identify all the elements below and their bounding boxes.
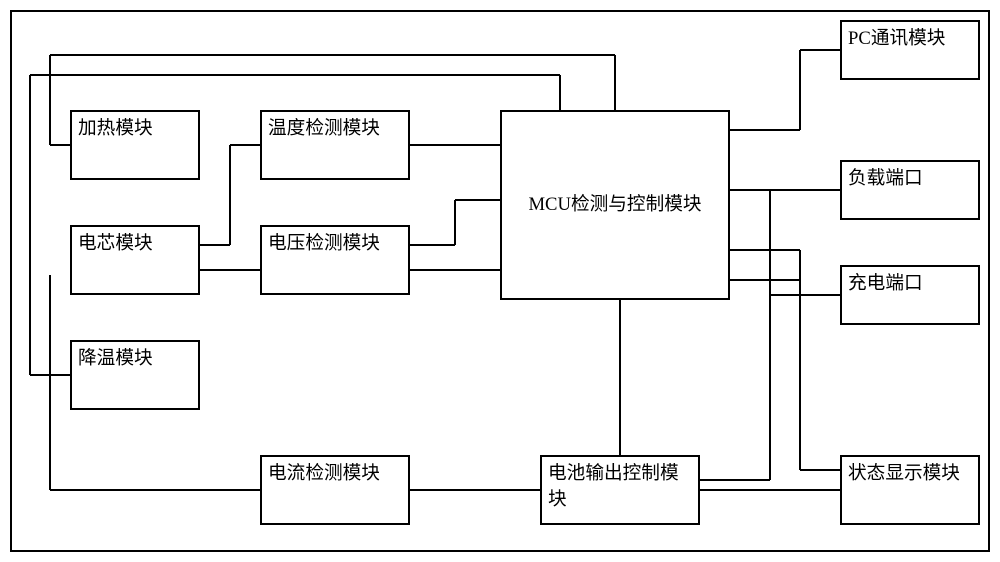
node-label: 负载端口 <box>848 166 923 192</box>
node-label: 电流检测模块 <box>268 461 380 487</box>
node-label: 电池输出控制模块 <box>548 461 692 513</box>
node-label: 电压检测模块 <box>268 231 380 257</box>
node-label: 充电端口 <box>848 271 923 297</box>
node-status_disp: 状态显示模块 <box>840 455 980 525</box>
node-label: 加热模块 <box>78 116 153 142</box>
node-curr_detect: 电流检测模块 <box>260 455 410 525</box>
node-label: 降温模块 <box>78 346 153 372</box>
node-mcu: MCU检测与控制模块 <box>500 110 730 300</box>
node-volt_detect: 电压检测模块 <box>260 225 410 295</box>
node-load_port: 负载端口 <box>840 160 980 220</box>
node-pc_comm: PC通讯模块 <box>840 20 980 80</box>
node-cell: 电芯模块 <box>70 225 200 295</box>
node-batt_out_ctrl: 电池输出控制模块 <box>540 455 700 525</box>
node-label: 状态显示模块 <box>848 461 960 487</box>
node-label: 电芯模块 <box>78 231 153 257</box>
node-temp_detect: 温度检测模块 <box>260 110 410 180</box>
node-charge_port: 充电端口 <box>840 265 980 325</box>
node-label: PC通讯模块 <box>848 26 945 52</box>
node-label: 温度检测模块 <box>268 116 380 142</box>
node-heating: 加热模块 <box>70 110 200 180</box>
node-label: MCU检测与控制模块 <box>528 192 701 218</box>
node-cooling: 降温模块 <box>70 340 200 410</box>
